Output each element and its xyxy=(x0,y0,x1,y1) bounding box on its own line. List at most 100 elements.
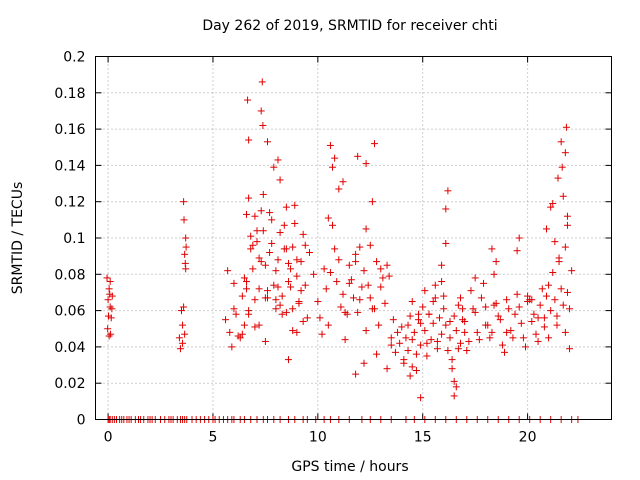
data-point xyxy=(450,392,458,400)
data-point xyxy=(554,174,562,182)
data-point xyxy=(387,341,395,349)
data-point xyxy=(557,285,565,293)
data-point xyxy=(436,314,443,322)
data-point xyxy=(303,314,311,322)
data-point xyxy=(402,334,410,342)
data-point xyxy=(505,305,513,313)
data-point xyxy=(179,321,187,329)
data-point xyxy=(366,294,374,302)
data-point xyxy=(515,234,523,242)
data-point xyxy=(507,327,515,335)
data-point xyxy=(291,219,299,227)
data-point xyxy=(178,307,185,315)
data-point xyxy=(412,366,420,374)
data-point xyxy=(480,279,488,287)
data-point xyxy=(471,274,479,282)
data-point xyxy=(182,234,190,242)
data-point xyxy=(377,283,385,291)
data-point xyxy=(329,163,337,171)
data-point xyxy=(484,321,492,329)
data-point xyxy=(446,317,454,325)
data-point xyxy=(561,328,569,336)
data-point xyxy=(549,268,557,276)
data-point xyxy=(230,305,238,313)
y-tick-label: 0.08 xyxy=(54,267,85,283)
data-point xyxy=(561,243,569,251)
data-point xyxy=(373,258,381,266)
data-point xyxy=(226,328,234,336)
data-point xyxy=(284,259,292,267)
y-tick-label: 0.1 xyxy=(63,231,85,247)
data-point xyxy=(337,303,345,311)
data-point xyxy=(268,239,276,247)
data-point xyxy=(446,334,454,342)
data-point xyxy=(276,229,284,237)
data-point xyxy=(240,321,248,329)
data-point xyxy=(259,227,267,235)
data-point xyxy=(175,334,183,342)
data-point xyxy=(387,334,395,342)
data-point xyxy=(228,343,236,351)
data-point xyxy=(274,256,282,264)
data-point xyxy=(438,330,446,338)
data-point xyxy=(433,337,441,345)
data-point xyxy=(314,298,322,306)
data-point xyxy=(522,343,529,351)
data-point xyxy=(270,281,278,289)
data-point xyxy=(421,287,429,295)
data-point xyxy=(270,163,278,171)
data-point xyxy=(352,250,360,258)
data-point xyxy=(253,227,261,235)
data-point xyxy=(232,310,240,318)
data-point xyxy=(345,279,353,287)
data-point xyxy=(488,245,496,253)
data-point xyxy=(245,136,253,144)
data-point xyxy=(360,359,368,367)
data-point xyxy=(562,123,570,131)
data-point xyxy=(347,276,355,284)
data-point xyxy=(255,254,263,262)
data-point xyxy=(362,160,370,168)
data-point xyxy=(339,290,347,298)
data-point xyxy=(547,203,555,211)
y-tick-label: 0.02 xyxy=(54,376,85,392)
data-point xyxy=(549,200,557,208)
data-point xyxy=(264,287,271,295)
data-point xyxy=(287,283,295,291)
data-point xyxy=(326,141,334,149)
axis-ticks: 0 0.02 0.04 0.06 0.08 0.1 0.12 0.14 0.16 0.18 0.2 0… xyxy=(54,50,612,446)
data-point xyxy=(469,305,477,313)
data-point xyxy=(482,303,490,311)
data-point xyxy=(444,187,452,195)
data-point xyxy=(450,312,458,320)
data-point xyxy=(553,312,561,320)
data-point xyxy=(448,365,456,373)
data-point xyxy=(322,285,330,293)
data-point xyxy=(538,285,546,293)
y-tick-label: 0.2 xyxy=(63,50,85,66)
data-point xyxy=(243,210,251,218)
data-point xyxy=(243,278,251,286)
data-point xyxy=(383,261,391,269)
data-point xyxy=(419,303,427,311)
data-point xyxy=(278,292,286,300)
data-point xyxy=(282,203,290,211)
data-point xyxy=(284,356,292,364)
data-point xyxy=(404,347,412,355)
data-point xyxy=(335,256,343,264)
data-point xyxy=(105,285,113,293)
data-point xyxy=(331,245,339,253)
data-point xyxy=(492,299,500,307)
data-point xyxy=(257,107,265,115)
data-point xyxy=(282,308,290,316)
data-point xyxy=(358,283,366,291)
plot-frame xyxy=(95,56,612,420)
data-point xyxy=(389,316,397,324)
data-point xyxy=(274,156,282,164)
data-point xyxy=(385,272,393,280)
data-point xyxy=(368,198,376,206)
x-tick-label: 0 xyxy=(104,430,113,446)
data-point xyxy=(391,348,399,356)
data-point xyxy=(335,185,343,193)
